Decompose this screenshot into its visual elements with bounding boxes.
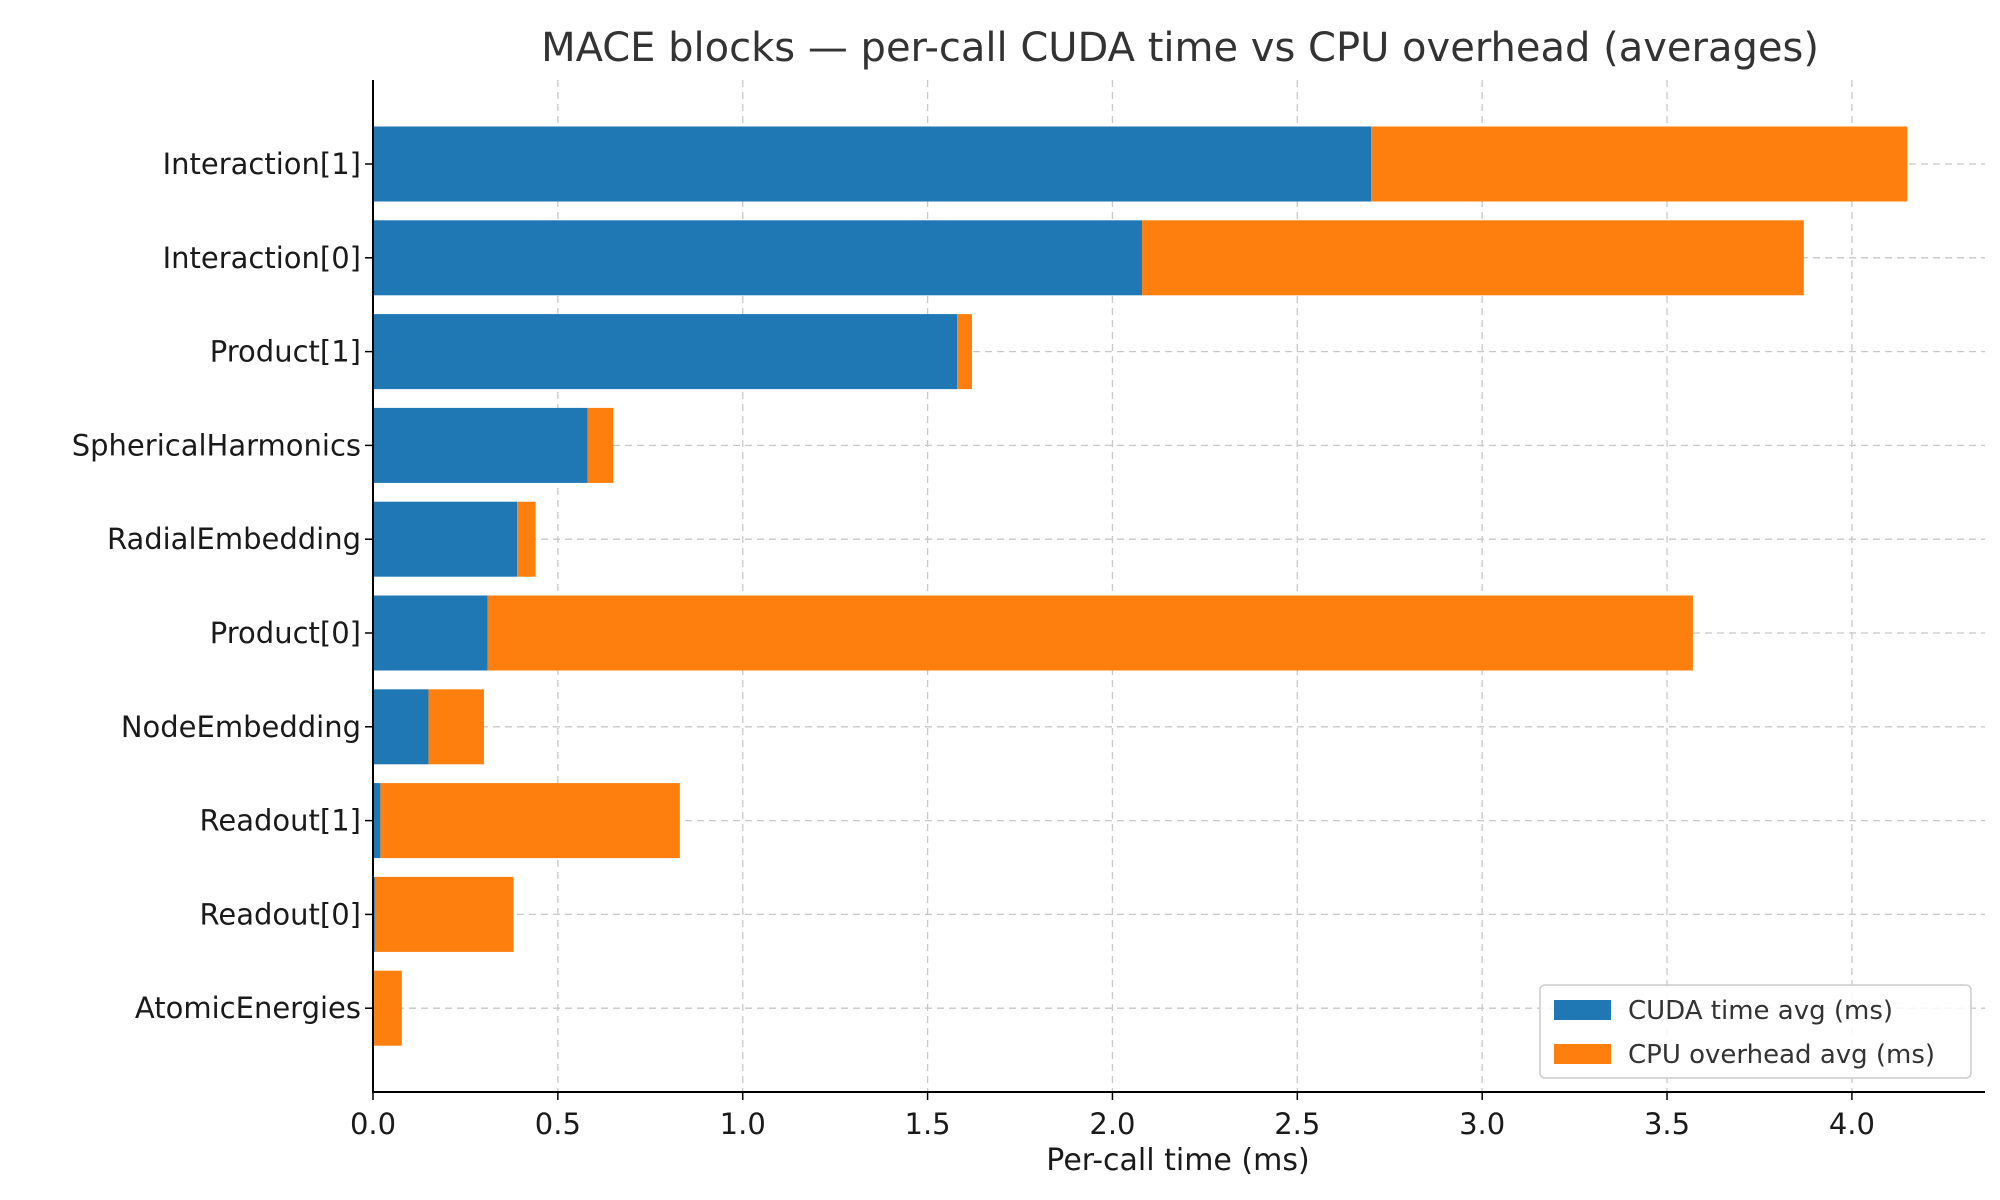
category-labels: Interaction[1] Interaction[0] Product[1] Sp…: [72, 147, 373, 1025]
x-tick-label: 1.5: [905, 1107, 951, 1141]
legend: CUDA time avg (ms) CPU overhead avg (ms): [1539, 984, 1972, 1079]
x-tick-label: 1.0: [720, 1107, 766, 1141]
bar-cpu: [1142, 220, 1804, 296]
category-label: SphericalHarmonics: [72, 428, 361, 462]
x-axis-label: Per-call time (ms): [1046, 1143, 1309, 1178]
x-tick-label: 3.0: [1459, 1107, 1505, 1141]
legend-label: CUDA time avg (ms): [1628, 996, 1893, 1026]
bar-cuda: [373, 126, 1372, 202]
x-tick-label: 0.5: [535, 1107, 581, 1141]
bar-cpu: [1371, 126, 1908, 202]
x-tick-labels: 0.0 0.5 1.0 1.5 2.0 2.5 3.0 3.5 4.0: [350, 1092, 1875, 1141]
x-tick-label: 2.5: [1274, 1107, 1320, 1141]
legend-swatch: [1554, 1044, 1611, 1064]
bars-layer: [373, 126, 1908, 1046]
legend-frame: [1539, 984, 1972, 1079]
x-tick-label: 4.0: [1829, 1107, 1875, 1141]
bar-cpu: [517, 501, 536, 577]
bar-cpu: [428, 689, 484, 765]
bar-cpu: [380, 783, 680, 859]
x-tick-label: 2.0: [1089, 1107, 1135, 1141]
category-label: Interaction[1]: [163, 147, 361, 181]
category-label: RadialEmbedding: [107, 522, 361, 556]
bar-cuda: [373, 314, 958, 390]
category-label: Readout[1]: [200, 804, 361, 838]
bar-cuda: [373, 689, 429, 765]
bar-cuda: [373, 407, 588, 483]
legend-label: CPU overhead avg (ms): [1628, 1040, 1935, 1070]
category-label: Interaction[0]: [163, 241, 361, 275]
chart-title: MACE blocks — per-call CUDA time vs CPU …: [541, 25, 1819, 71]
bar-cuda: [373, 501, 518, 577]
category-label: Product[0]: [210, 616, 361, 650]
x-tick-label: 0.0: [350, 1107, 396, 1141]
bar-cpu: [587, 407, 614, 483]
legend-swatch: [1554, 1000, 1611, 1020]
bar-cuda: [373, 220, 1143, 296]
category-label: Product[1]: [210, 335, 361, 369]
bar-cpu: [487, 595, 1693, 671]
x-tick-label: 3.5: [1644, 1107, 1690, 1141]
bar-cuda: [373, 595, 488, 671]
category-label: AtomicEnergies: [135, 991, 361, 1025]
category-label: Readout[0]: [200, 897, 361, 931]
bar-cpu: [374, 876, 514, 952]
bar-cpu: [957, 314, 972, 390]
bar-cuda: [373, 783, 381, 859]
bar-cpu: [374, 970, 402, 1046]
category-label: NodeEmbedding: [121, 710, 361, 744]
